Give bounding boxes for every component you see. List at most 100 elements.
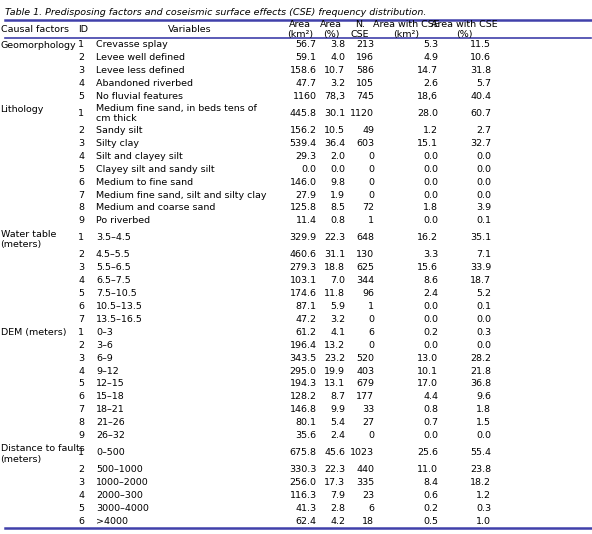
Text: 15.1: 15.1 [417, 139, 438, 148]
Text: 330.3: 330.3 [289, 465, 317, 474]
Text: 72: 72 [362, 203, 374, 213]
Text: 7: 7 [78, 405, 84, 414]
Text: 0.0: 0.0 [477, 341, 491, 350]
Text: 18.8: 18.8 [324, 263, 345, 272]
Text: 1: 1 [368, 302, 374, 311]
Text: 1: 1 [78, 109, 84, 118]
Text: 4: 4 [78, 276, 84, 285]
Text: 0: 0 [368, 341, 374, 350]
Text: 26–32: 26–32 [96, 431, 125, 440]
Text: Clayey silt and sandy silt: Clayey silt and sandy silt [96, 164, 214, 174]
Text: 5: 5 [78, 504, 84, 513]
Text: 36.8: 36.8 [470, 380, 491, 388]
Text: 2.6: 2.6 [423, 79, 438, 88]
Text: 4.2: 4.2 [330, 516, 345, 525]
Text: 3: 3 [78, 139, 84, 148]
Text: 30.1: 30.1 [324, 109, 345, 118]
Text: 0.0: 0.0 [423, 164, 438, 174]
Text: 0.0: 0.0 [423, 315, 438, 324]
Text: 1.5: 1.5 [477, 418, 491, 427]
Text: 445.8: 445.8 [289, 109, 317, 118]
Text: 28.2: 28.2 [471, 354, 491, 363]
Text: 5: 5 [78, 92, 84, 101]
Text: 4: 4 [78, 366, 84, 375]
Text: 12–15: 12–15 [96, 380, 125, 388]
Text: 0–500: 0–500 [96, 448, 125, 457]
Text: 15.6: 15.6 [417, 263, 438, 272]
Text: 745: 745 [356, 92, 374, 101]
Text: 7: 7 [78, 191, 84, 200]
Text: 0.2: 0.2 [423, 504, 438, 513]
Text: Medium fine sand, silt and silty clay: Medium fine sand, silt and silty clay [96, 191, 266, 200]
Text: 6: 6 [368, 504, 374, 513]
Text: 295.0: 295.0 [289, 366, 317, 375]
Text: 29.3: 29.3 [295, 152, 317, 161]
Text: 213: 213 [356, 41, 374, 50]
Text: 32.7: 32.7 [470, 139, 491, 148]
Text: 520: 520 [356, 354, 374, 363]
Text: 4: 4 [78, 491, 84, 500]
Text: 18.2: 18.2 [471, 478, 491, 487]
Text: 2: 2 [78, 465, 84, 474]
Text: 625: 625 [356, 263, 374, 272]
Text: 1: 1 [368, 216, 374, 225]
Text: 3: 3 [78, 478, 84, 487]
Text: 0: 0 [368, 315, 374, 324]
Text: 5.4: 5.4 [330, 418, 345, 427]
Text: 11.8: 11.8 [324, 289, 345, 298]
Text: 3.5–4.5: 3.5–4.5 [96, 233, 131, 242]
Text: Area with CSE
(km²): Area with CSE (km²) [373, 20, 439, 39]
Text: 10.6: 10.6 [471, 53, 491, 62]
Text: 5.2: 5.2 [477, 289, 491, 298]
Text: 103.1: 103.1 [289, 276, 317, 285]
Text: 329.9: 329.9 [289, 233, 317, 242]
Text: 22.3: 22.3 [324, 233, 345, 242]
Text: 0: 0 [368, 178, 374, 186]
Text: 41.3: 41.3 [295, 504, 317, 513]
Text: 7.1: 7.1 [477, 250, 491, 259]
Text: 194.3: 194.3 [289, 380, 317, 388]
Text: 2.0: 2.0 [330, 152, 345, 161]
Text: 61.2: 61.2 [296, 328, 317, 337]
Text: 31.1: 31.1 [324, 250, 345, 259]
Text: 56.7: 56.7 [296, 41, 317, 50]
Text: 0.0: 0.0 [477, 191, 491, 200]
Text: 80.1: 80.1 [296, 418, 317, 427]
Text: 174.6: 174.6 [289, 289, 317, 298]
Text: 460.6: 460.6 [289, 250, 317, 259]
Text: 2.7: 2.7 [477, 126, 491, 135]
Text: 2000–300: 2000–300 [96, 491, 143, 500]
Text: 0.2: 0.2 [423, 328, 438, 337]
Text: 13.2: 13.2 [324, 341, 345, 350]
Text: Medium to fine sand: Medium to fine sand [96, 178, 193, 186]
Text: 675.8: 675.8 [289, 448, 317, 457]
Text: 18,6: 18,6 [417, 92, 438, 101]
Text: 11.5: 11.5 [471, 41, 491, 50]
Text: 3000–4000: 3000–4000 [96, 504, 149, 513]
Text: Causal factors: Causal factors [1, 25, 69, 34]
Text: ID: ID [78, 25, 88, 34]
Text: 0.0: 0.0 [423, 191, 438, 200]
Text: 0–3: 0–3 [96, 328, 113, 337]
Text: 62.4: 62.4 [296, 516, 317, 525]
Text: 5.9: 5.9 [330, 302, 345, 311]
Text: 55.4: 55.4 [471, 448, 491, 457]
Text: 22.3: 22.3 [324, 465, 345, 474]
Text: 9.8: 9.8 [330, 178, 345, 186]
Text: 25.6: 25.6 [417, 448, 438, 457]
Text: Silty clay: Silty clay [96, 139, 139, 148]
Text: Variables: Variables [168, 25, 211, 34]
Text: 0.1: 0.1 [477, 302, 491, 311]
Text: 16.2: 16.2 [417, 233, 438, 242]
Text: 9.9: 9.9 [330, 405, 345, 414]
Text: 0.0: 0.0 [477, 152, 491, 161]
Text: 27: 27 [362, 418, 374, 427]
Text: 0.6: 0.6 [423, 491, 438, 500]
Text: 2: 2 [78, 341, 84, 350]
Text: 128.2: 128.2 [289, 392, 317, 402]
Text: 500–1000: 500–1000 [96, 465, 143, 474]
Text: 3: 3 [78, 66, 84, 75]
Text: 0.8: 0.8 [423, 405, 438, 414]
Text: 146.8: 146.8 [289, 405, 317, 414]
Text: 1023: 1023 [350, 448, 374, 457]
